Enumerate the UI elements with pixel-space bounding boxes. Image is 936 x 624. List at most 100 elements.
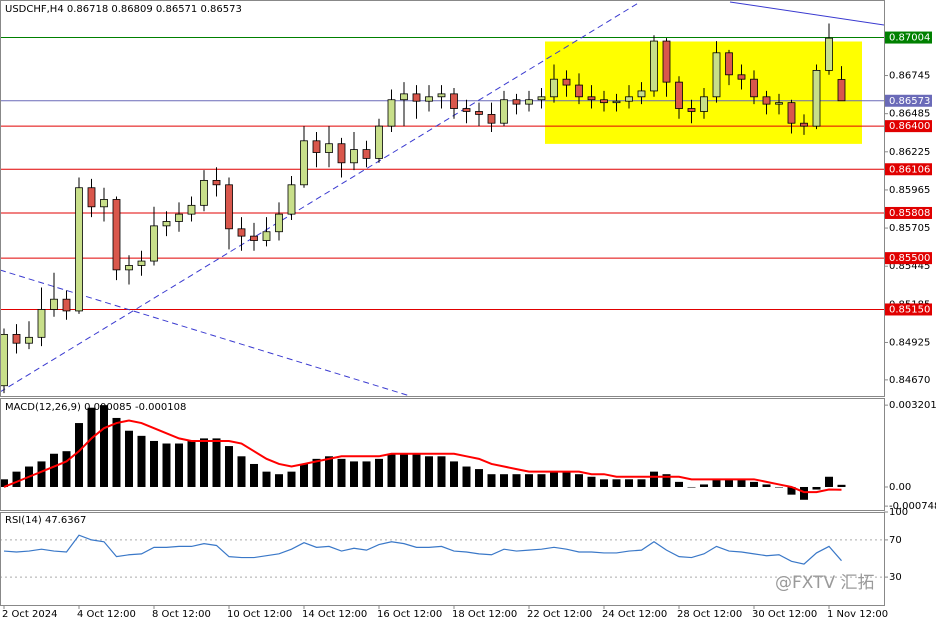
candle-body (325, 143, 333, 153)
candle-body (412, 93, 421, 102)
macd-bar (162, 443, 171, 487)
level-label: 0.86106 (889, 164, 930, 175)
macd-bar (350, 461, 358, 487)
candle-body (425, 96, 433, 102)
macd-bar (150, 440, 158, 487)
candle-body (512, 99, 521, 105)
x-tick-label: 28 Oct 12:00 (677, 609, 742, 620)
candle-body (462, 108, 471, 112)
macd-bar (737, 479, 746, 487)
candle-body (362, 149, 371, 159)
x-tick-label: 14 Oct 12:00 (302, 609, 367, 620)
candle-body (812, 70, 821, 127)
level-label-box (885, 163, 932, 176)
macd-bar (0, 479, 8, 487)
level-label: 0.86573 (889, 96, 930, 107)
macd-bar (612, 479, 621, 487)
y-tick-label: 100 (889, 507, 908, 518)
macd-bar (100, 405, 108, 487)
candle-body (0, 333, 8, 387)
macd-bar (712, 479, 721, 487)
macd-bar (412, 453, 421, 487)
level-label-box (885, 252, 932, 265)
candle-body (662, 40, 671, 83)
macd-bar (787, 486, 796, 495)
candle-body (575, 84, 583, 98)
candle-body (700, 96, 708, 112)
x-tick-label: 10 Oct 12:00 (227, 609, 292, 620)
candle-body (375, 125, 383, 159)
macd-title: MACD(12,26,9) 0.000085 -0.000108 (5, 402, 186, 413)
macd-bar (500, 474, 508, 487)
level-label-box (885, 206, 932, 219)
macd-bar (75, 423, 83, 487)
candle-body (825, 37, 833, 71)
level-label: 0.87004 (889, 33, 930, 44)
macd-bar (187, 440, 196, 487)
candle-body (162, 221, 171, 227)
x-tick-label: 22 Oct 12:00 (527, 609, 592, 620)
macd-bar (762, 484, 771, 487)
candle-body (750, 78, 758, 98)
rsi-line (3, 534, 842, 565)
macd-bar (212, 438, 221, 487)
y-tick-label: 0.003201 (889, 400, 936, 411)
rsi-panel-frame (0, 512, 885, 606)
macd-bar (12, 471, 21, 487)
price-panel-frame (0, 0, 885, 397)
candle-body (12, 333, 21, 344)
macd-bar (687, 486, 696, 488)
y-tick-label: 0.86485 (889, 109, 930, 120)
macd-bar (262, 471, 271, 487)
candle-body (200, 179, 208, 206)
macd-bar (112, 417, 121, 487)
macd-bar (825, 476, 833, 487)
macd-bar (62, 451, 71, 487)
candle-body (25, 336, 33, 344)
candle-body (762, 96, 771, 105)
macd-bar (812, 486, 821, 490)
candle-body (312, 140, 321, 153)
price-title: USDCHF,H4 0.86718 0.86809 0.86571 0.8657… (5, 4, 242, 15)
macd-bar (437, 456, 446, 487)
x-tick-label: 30 Oct 12:00 (752, 609, 817, 620)
candle-body (675, 81, 683, 109)
candle-body (687, 108, 696, 112)
macd-bar (487, 474, 496, 487)
candle-body (287, 184, 296, 215)
macd-bar (700, 484, 708, 487)
y-tick-label: -0.000748 (889, 501, 936, 512)
candle-body (712, 52, 721, 98)
macd-panel-frame (0, 398, 885, 511)
macd-bar (562, 471, 571, 487)
candle-body (600, 99, 608, 104)
candle-body (387, 99, 396, 127)
macd-bar (650, 471, 658, 487)
candle-body (150, 225, 158, 262)
x-tick-label: 4 Oct 12:00 (77, 609, 136, 620)
macd-bar (525, 474, 533, 487)
macd-bar (725, 479, 733, 487)
candle-body (725, 52, 733, 76)
candle-body (125, 265, 133, 271)
candle-body (450, 93, 458, 109)
rsi-title: RSI(14) 47.6367 (5, 515, 86, 526)
candle-body (62, 298, 71, 312)
candle-body (625, 96, 633, 102)
macd-bar (587, 476, 596, 487)
level-label-box (885, 120, 932, 133)
trend-line (0, 1, 641, 393)
candle-body (175, 213, 183, 222)
macd-bar (50, 453, 58, 487)
candle-body (562, 78, 571, 86)
y-tick-label: 0.84925 (889, 337, 930, 348)
level-label: 0.86400 (889, 121, 930, 132)
candle-body (500, 99, 508, 124)
macd-bar (137, 435, 146, 487)
candle-body (612, 100, 621, 104)
macd-bar (325, 456, 333, 487)
macd-bar (600, 479, 608, 487)
macd-bar (362, 461, 371, 487)
candle-body (187, 204, 196, 215)
